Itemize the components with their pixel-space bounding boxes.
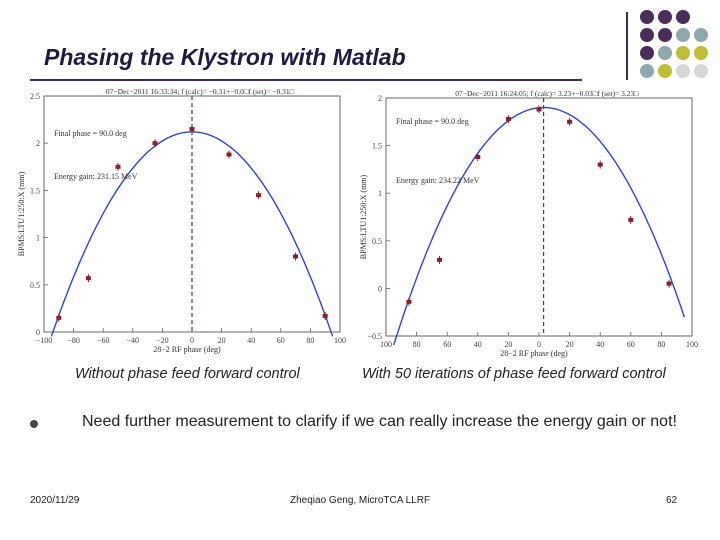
data-point xyxy=(322,313,328,318)
x-tick-label: −20 xyxy=(156,336,169,345)
x-tick-label: 40 xyxy=(247,336,255,345)
final-phase-text: Final phase = 90.0 deg xyxy=(396,117,469,126)
x-tick-label: 0 xyxy=(190,336,194,345)
y-axis-label: BPMS:LTU1:250:X (mm) xyxy=(17,171,26,256)
data-point xyxy=(666,281,672,286)
x-tick-label: 20 xyxy=(504,340,512,349)
y-tick-label: 0.5 xyxy=(30,281,40,290)
vertical-rule xyxy=(626,12,628,80)
data-point xyxy=(256,193,262,198)
data-point xyxy=(85,276,91,281)
left-plot: −100 −80 −60 −40 −20 0 20 40 60 80 100 0 0.5 1 1.5 2 2.5… xyxy=(14,84,348,358)
data-point xyxy=(293,254,299,259)
y-tick-label: 2 xyxy=(378,94,382,103)
data-point xyxy=(189,127,195,132)
dot xyxy=(676,10,690,24)
plot-frame xyxy=(385,97,693,337)
right-plot: 100 80 60 40 20 0 20 40 60 80 100 −0.5 0 0.5 1 1.5 2 07−D… xyxy=(352,84,702,362)
dot xyxy=(658,64,672,78)
x-tick-label: −80 xyxy=(67,336,80,345)
dot xyxy=(676,64,690,78)
x-tick-label: 20 xyxy=(566,340,574,349)
x-tick-label: 20 xyxy=(218,336,226,345)
energy-gain-text: Energy gain: 231.15 MeV xyxy=(54,172,138,181)
y-axis-label: BPMS:LTU1:250:X (mm) xyxy=(359,174,368,259)
data-point xyxy=(406,299,412,304)
dot xyxy=(658,10,672,24)
x-tick-label: 100 xyxy=(334,336,346,345)
y-tick-label: 1.5 xyxy=(372,142,382,151)
slide-title: Phasing the Klystron with Matlab xyxy=(44,44,406,70)
energy-gain-text: Energy gain: 234.22 MeV xyxy=(396,176,480,185)
y-tick-label: −0.5 xyxy=(367,332,382,341)
dot xyxy=(694,46,708,60)
x-tick-label: 80 xyxy=(413,340,421,349)
data-point xyxy=(56,315,62,320)
dot xyxy=(658,46,672,60)
left-plot-svg: −100 −80 −60 −40 −20 0 20 40 60 80 100 0 0.5 1 1.5 2 2.5… xyxy=(17,87,346,354)
bullet-dot xyxy=(30,420,38,428)
data-point xyxy=(536,107,542,112)
right-plot-svg: 100 80 60 40 20 0 20 40 60 80 100−0.500.511.5207−D… xyxy=(359,89,698,358)
y-tick-label: 1 xyxy=(36,234,40,243)
y-tick-label: 2 xyxy=(36,139,40,148)
y-tick-label: 0 xyxy=(378,284,382,293)
x-tick-label: 40 xyxy=(596,340,604,349)
x-tick-label: 60 xyxy=(277,336,285,345)
left-caption: Without phase feed forward control xyxy=(75,366,300,382)
y-tick-label: 0 xyxy=(36,328,40,337)
x-tick-label: −100 xyxy=(36,336,53,345)
dot xyxy=(694,64,708,78)
y-tick-label: 0.5 xyxy=(372,237,382,246)
x-tick-label: −60 xyxy=(97,336,110,345)
x-tick-label: 80 xyxy=(306,336,314,345)
data-point xyxy=(475,155,481,160)
x-tick-label: 100 xyxy=(380,340,392,349)
data-point xyxy=(597,162,603,167)
x-tick-label: 100 xyxy=(686,340,698,349)
data-point xyxy=(226,152,232,157)
dot xyxy=(640,64,654,78)
final-phase-text: Final phase = 90.0 deg xyxy=(54,129,127,138)
x-tick-label: 0 xyxy=(537,340,541,349)
x-tick-label: 40 xyxy=(474,340,482,349)
data-point xyxy=(505,116,511,121)
x-tick-label: 60 xyxy=(443,340,451,349)
y-tick-label: 1.5 xyxy=(30,186,40,195)
y-tick-label: 2.5 xyxy=(30,92,40,101)
data-point xyxy=(115,164,121,169)
dot xyxy=(658,28,672,42)
bullet-text: Need further measurement to clarify if w… xyxy=(82,413,677,430)
footer-page-number: 62 xyxy=(666,495,678,506)
data-point xyxy=(437,257,443,262)
dot xyxy=(676,28,690,42)
x-tick-label: −40 xyxy=(127,336,140,345)
dot xyxy=(694,28,708,42)
dot xyxy=(640,10,654,24)
y-tick-label: 1 xyxy=(378,189,382,198)
x-tick-label: 60 xyxy=(627,340,635,349)
footer-date: 2020/11/29 xyxy=(30,495,80,506)
footer-author: Zheqiao Geng, MicroTCA LLRF xyxy=(290,495,431,506)
data-point xyxy=(628,217,634,222)
dot xyxy=(640,46,654,60)
data-point xyxy=(152,141,158,146)
title-rule xyxy=(30,79,582,81)
x-axis-label: 28−2 RF phase (deg) xyxy=(153,345,221,354)
data-point xyxy=(567,119,573,124)
dot xyxy=(676,46,690,60)
plot-header: 07−Dec−2011 16:33:34; f (calc)= −0.31+−0… xyxy=(106,87,295,96)
right-caption: With 50 iterations of phase feed forward… xyxy=(362,366,666,382)
dot xyxy=(640,28,654,42)
x-axis-label: 28−2 RF phase (deg) xyxy=(500,349,568,358)
plot-header: 07−Dec−2011 16:24:05; f (calc)= 3.23+−0.… xyxy=(455,89,639,98)
x-tick-label: 80 xyxy=(657,340,665,349)
